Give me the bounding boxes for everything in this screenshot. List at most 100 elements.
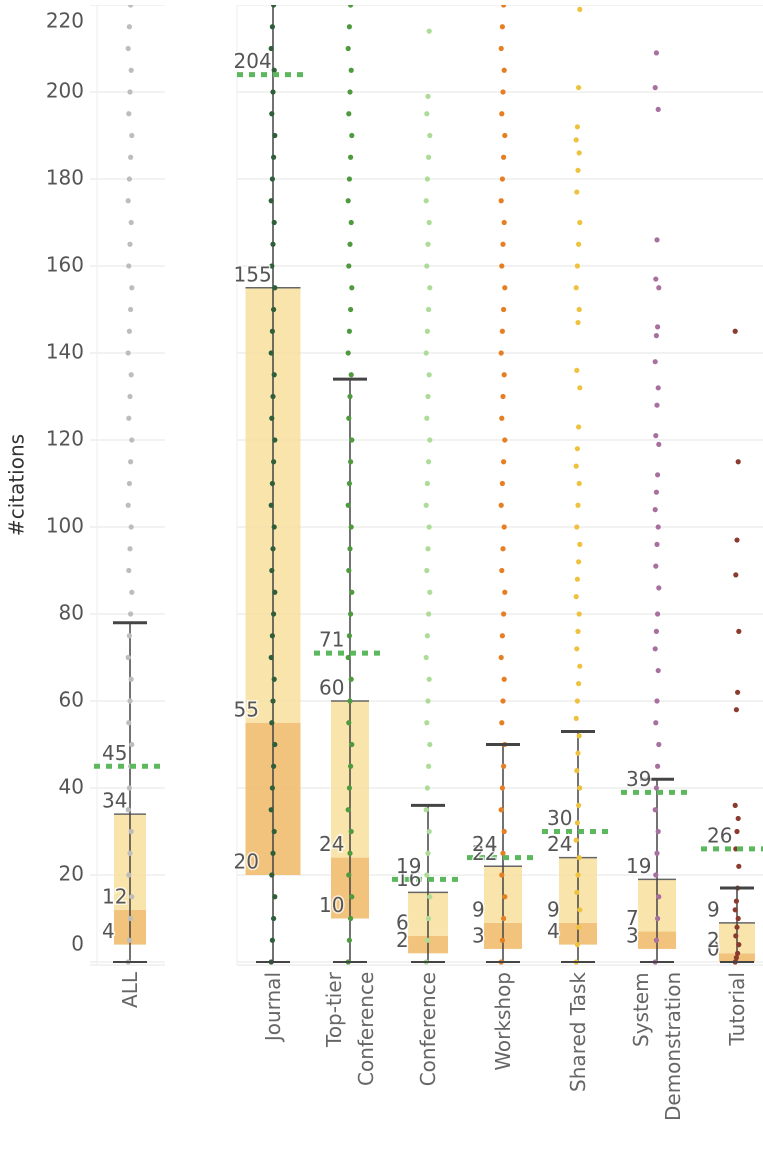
point	[272, 894, 278, 900]
point	[346, 176, 352, 182]
point	[347, 89, 353, 95]
point	[573, 137, 579, 143]
point	[125, 654, 131, 661]
point	[129, 589, 135, 595]
y-axis-title: #citations	[5, 434, 29, 536]
point	[498, 502, 504, 508]
point	[574, 768, 580, 774]
point	[499, 263, 505, 269]
point	[654, 698, 660, 704]
point	[575, 872, 581, 878]
point	[576, 733, 582, 739]
point	[501, 372, 507, 378]
point	[346, 785, 352, 791]
y-tick-label: 180	[46, 166, 84, 190]
point	[128, 524, 134, 530]
point	[577, 385, 583, 391]
point	[732, 802, 738, 809]
point	[652, 359, 658, 365]
value-label: 10	[319, 893, 344, 917]
point	[652, 85, 658, 91]
point	[271, 524, 277, 530]
point	[426, 154, 432, 160]
point	[272, 437, 278, 443]
value-label: 26	[707, 823, 732, 847]
point	[349, 132, 355, 139]
point	[734, 537, 740, 543]
point	[424, 176, 430, 182]
point	[576, 480, 582, 487]
value-label: 9	[547, 897, 560, 921]
y-tick-label: 160	[46, 253, 84, 277]
point	[346, 263, 352, 269]
point	[655, 324, 661, 330]
point	[126, 24, 132, 30]
point	[734, 828, 740, 835]
y-tick-label: 40	[59, 775, 84, 799]
point	[269, 785, 275, 791]
point	[655, 763, 661, 769]
point	[271, 154, 277, 160]
point	[346, 480, 352, 487]
point	[269, 263, 275, 269]
point	[129, 894, 135, 900]
point	[425, 393, 431, 400]
point	[573, 837, 579, 843]
point	[425, 93, 431, 99]
point	[272, 132, 278, 139]
point	[424, 633, 430, 639]
point	[348, 306, 354, 313]
point	[423, 502, 429, 508]
point	[128, 306, 134, 313]
point	[272, 589, 278, 595]
point	[271, 306, 277, 313]
point	[424, 567, 430, 574]
point	[128, 676, 134, 682]
point	[128, 372, 134, 378]
point	[653, 628, 660, 635]
point	[501, 306, 507, 313]
point	[348, 676, 354, 682]
point	[271, 915, 277, 922]
point	[427, 589, 433, 595]
point	[128, 67, 134, 73]
point	[272, 741, 278, 748]
point	[349, 589, 355, 595]
point	[268, 502, 274, 508]
point	[736, 942, 742, 948]
point	[498, 198, 504, 204]
point	[736, 628, 742, 635]
point	[427, 132, 433, 139]
point	[655, 828, 661, 835]
point	[577, 541, 583, 548]
point	[345, 45, 351, 52]
point	[426, 611, 432, 617]
point	[654, 850, 660, 856]
point	[426, 915, 432, 922]
point	[502, 894, 508, 900]
point	[574, 189, 580, 195]
value-label: 60	[319, 676, 344, 700]
point	[346, 720, 352, 726]
point	[346, 872, 352, 878]
x-tick-label: Workshop	[491, 972, 515, 1071]
point	[653, 785, 660, 791]
point	[501, 5, 507, 8]
point	[424, 263, 430, 269]
y-tick-label: 0	[71, 932, 84, 956]
point	[424, 720, 430, 726]
point	[498, 45, 504, 52]
point	[499, 415, 505, 421]
point	[269, 328, 275, 334]
point	[574, 942, 581, 948]
point	[128, 915, 134, 922]
point	[270, 546, 276, 552]
point	[349, 285, 355, 291]
point	[269, 567, 275, 574]
point	[348, 154, 354, 160]
point	[346, 567, 352, 574]
point	[269, 720, 275, 726]
point	[271, 763, 277, 769]
point	[576, 150, 582, 156]
